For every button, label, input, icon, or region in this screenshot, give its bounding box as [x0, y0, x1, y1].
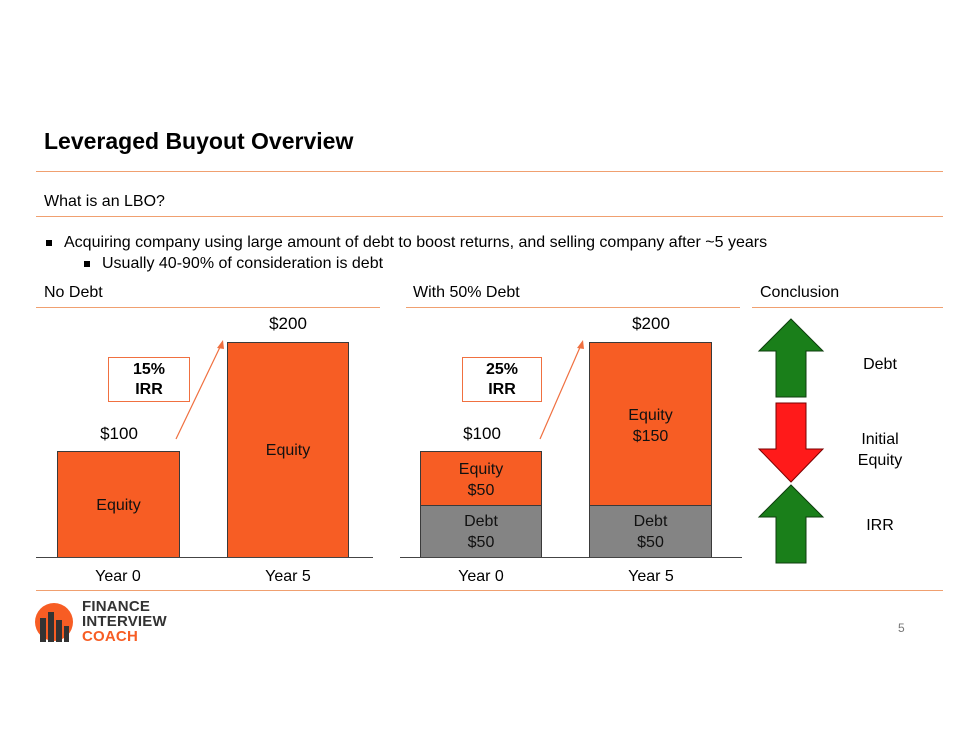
subtitle: What is an LBO?	[44, 193, 165, 210]
irr-label: IRR	[488, 381, 516, 398]
label-line: Debt	[863, 356, 897, 373]
section-rule-no-debt	[36, 307, 380, 308]
logo-mark-icon	[35, 603, 73, 642]
up-arrow-icon	[757, 484, 825, 564]
bullet-level-1: Acquiring company using large amount of …	[46, 234, 767, 252]
bar-label: Debt	[464, 513, 498, 530]
year0-value-label: $100	[463, 424, 501, 443]
subtitle-rule	[36, 216, 943, 217]
conclusion-label-initial-equity: Initial Equity	[830, 429, 930, 471]
year0-debt-bar: Debt $50	[420, 505, 542, 558]
bullet-marker	[84, 261, 90, 267]
growth-arrow-icon	[539, 340, 584, 440]
section-label-no-debt: No Debt	[44, 284, 103, 301]
bar-value: $50	[637, 534, 664, 551]
section-label-conclusion: Conclusion	[760, 284, 840, 301]
year5-equity-bar: Equity	[227, 342, 349, 558]
growth-arrow-icon	[175, 340, 224, 440]
x-axis-line	[400, 557, 742, 558]
bar-label: Equity	[96, 497, 141, 514]
irr-box-no-debt: 15% IRR	[108, 357, 190, 402]
slide-title: Leveraged Buyout Overview	[44, 128, 354, 154]
x-axis-label-year5: Year 5	[628, 568, 674, 585]
logo-text-finance: FINANCE	[82, 598, 151, 615]
label-line: Equity	[857, 452, 903, 469]
down-arrow-icon	[757, 402, 825, 483]
irr-value: 25%	[485, 361, 519, 378]
bar-label: Equity	[265, 442, 311, 459]
bar-value: $50	[467, 534, 495, 551]
logo-text-coach: COACH	[82, 628, 138, 645]
bullet-marker	[46, 240, 52, 246]
label-line: Initial	[861, 431, 899, 448]
section-label-with-debt: With 50% Debt	[413, 284, 520, 301]
year5-value-label: $200	[632, 314, 670, 333]
year0-value-label: $100	[100, 424, 138, 443]
page-number: 5	[898, 621, 905, 635]
year0-equity-bar: Equity $50	[420, 451, 542, 506]
bullet-level-2: Usually 40-90% of consideration is debt	[84, 255, 383, 273]
up-arrow-icon	[757, 318, 825, 398]
x-axis-line	[36, 557, 373, 558]
bar-label: Debt	[633, 513, 668, 530]
logo-text-interview: INTERVIEW	[82, 613, 167, 630]
conclusion-label-irr: IRR	[830, 515, 930, 536]
conclusion-label-debt: Debt	[830, 354, 930, 375]
section-rule-with-debt	[406, 307, 740, 308]
bullet-text: Acquiring company using large amount of …	[64, 234, 768, 251]
irr-value: 15%	[132, 361, 166, 378]
section-rule-conclusion	[752, 307, 943, 308]
irr-label: IRR	[135, 381, 163, 398]
x-axis-label-year0: Year 0	[95, 568, 141, 585]
bar-value: $150	[632, 428, 669, 445]
title-rule	[36, 171, 943, 172]
year5-value-label: $200	[269, 314, 307, 333]
year5-equity-bar: Equity $150	[589, 342, 712, 506]
year5-debt-bar: Debt $50	[589, 505, 712, 558]
bar-label: Equity	[458, 461, 504, 478]
bar-value: $50	[467, 482, 495, 499]
year0-equity-bar: Equity	[57, 451, 180, 558]
irr-box-with-debt: 25% IRR	[462, 357, 542, 402]
bullet-text: Usually 40-90% of consideration is debt	[102, 255, 384, 272]
x-axis-label-year5: Year 5	[265, 568, 311, 585]
label-line: IRR	[866, 517, 894, 534]
footer-rule	[36, 590, 943, 591]
bar-label: Equity	[628, 407, 673, 424]
x-axis-label-year0: Year 0	[458, 568, 504, 585]
logo: FINANCE INTERVIEW COACH	[34, 598, 184, 648]
